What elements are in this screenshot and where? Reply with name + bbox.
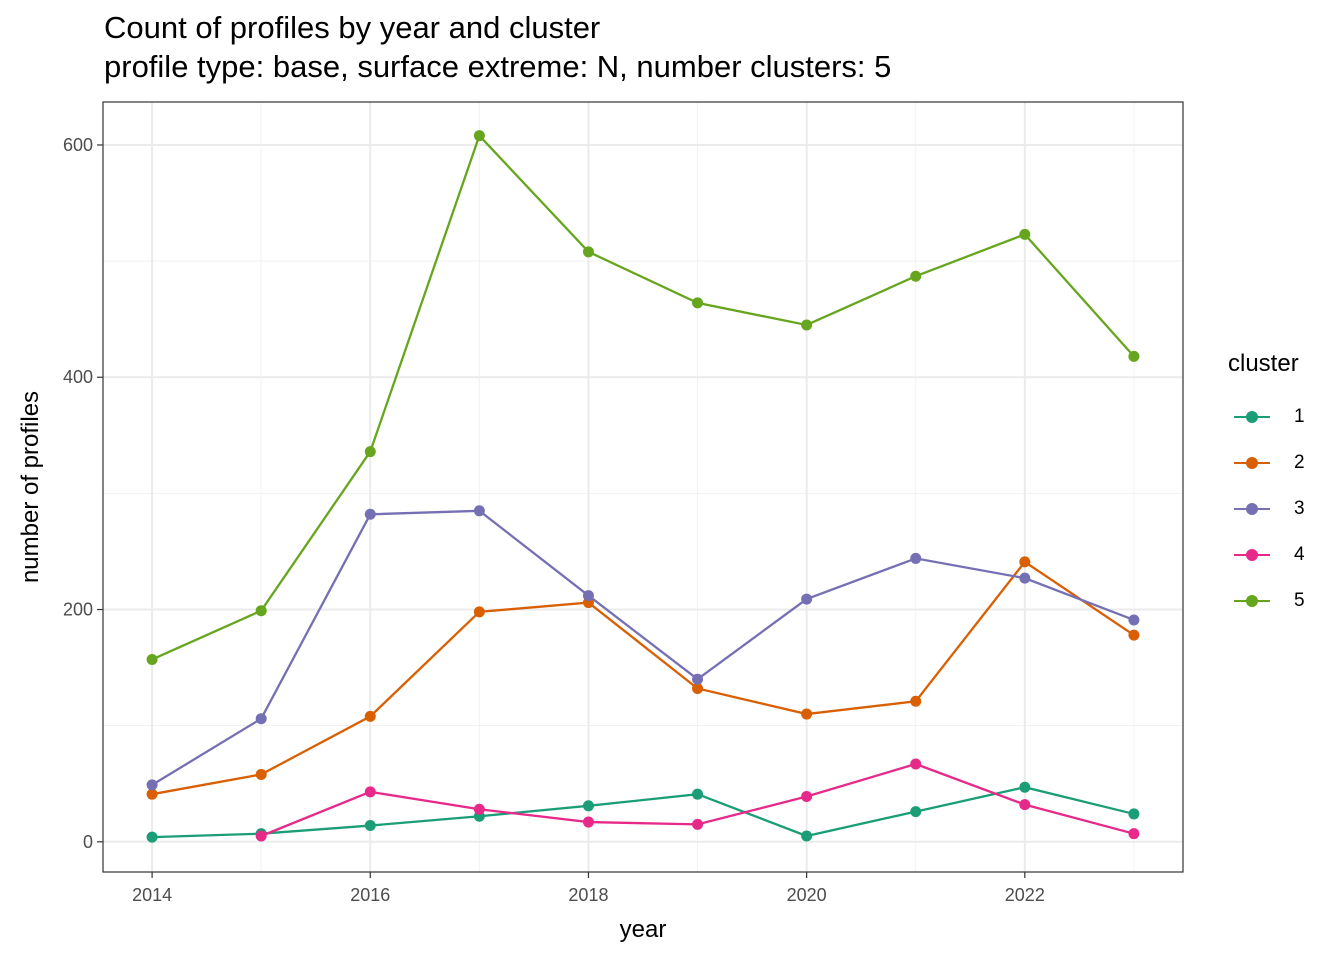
data-point <box>692 673 704 685</box>
y-axis-label: number of profiles <box>17 391 44 583</box>
data-point <box>1019 799 1031 811</box>
x-tick-label: 2016 <box>350 885 390 905</box>
data-point <box>146 788 158 800</box>
y-tick-label: 0 <box>83 832 93 852</box>
x-tick-label: 2022 <box>1005 885 1045 905</box>
data-point <box>692 683 704 695</box>
data-point <box>255 768 267 780</box>
series-cluster-5 <box>146 130 1140 665</box>
series-lines <box>146 130 1140 843</box>
y-tick-label: 200 <box>63 600 93 620</box>
data-point <box>364 446 376 458</box>
series-line-1 <box>152 786 1135 839</box>
series-cluster-3 <box>146 505 1140 791</box>
legend-label: 2 <box>1294 452 1305 473</box>
data-point <box>1128 350 1140 362</box>
data-point <box>146 653 158 665</box>
grid-lines <box>103 102 1183 872</box>
data-point <box>910 270 922 282</box>
data-point <box>1128 808 1140 820</box>
legend-label: 4 <box>1294 544 1305 565</box>
data-point <box>692 297 704 309</box>
legend-key-icon <box>1232 453 1272 473</box>
data-point <box>910 758 922 770</box>
legend-point-swatch <box>1246 549 1258 561</box>
axes: 0 200 400 600 2014 2016 2018 2020 2022 <box>63 135 1045 905</box>
data-point <box>146 831 158 843</box>
data-point <box>1128 629 1140 641</box>
chart-subtitle: profile type: base, surface extreme: N, … <box>104 49 892 84</box>
x-axis-label: year <box>620 916 667 943</box>
data-point <box>801 708 813 720</box>
data-point <box>692 818 704 830</box>
legend-point-swatch <box>1246 503 1258 515</box>
legend-title: cluster <box>1228 350 1299 377</box>
data-point <box>801 593 813 605</box>
data-point <box>1019 781 1031 793</box>
data-point <box>473 606 485 618</box>
legend-point-swatch <box>1246 595 1258 607</box>
legend-item-5: 5 <box>1228 578 1305 624</box>
data-point <box>473 505 485 517</box>
data-point <box>146 779 158 791</box>
legend-item-2: 2 <box>1228 440 1305 486</box>
series-line-5 <box>151 133 1135 661</box>
data-point <box>582 800 594 812</box>
data-point <box>801 791 813 803</box>
data-point <box>910 806 922 818</box>
series-cluster-4 <box>255 758 1140 842</box>
legend-label: 1 <box>1294 406 1305 427</box>
data-point <box>582 246 594 258</box>
data-point <box>255 605 267 617</box>
data-point <box>364 710 376 722</box>
y-tick-label: 600 <box>63 135 93 155</box>
data-point <box>255 830 267 842</box>
data-point <box>582 590 594 602</box>
series-cluster-2 <box>146 556 1140 800</box>
data-point <box>364 508 376 520</box>
data-point <box>1128 614 1140 626</box>
data-point <box>801 830 813 842</box>
legend-label: 5 <box>1294 590 1305 611</box>
data-point <box>801 319 813 331</box>
x-tick-label: 2014 <box>132 885 172 905</box>
data-point <box>1128 828 1140 840</box>
legend: cluster 1 2 3 4 5 <box>1228 350 1305 624</box>
series-line-3 <box>151 509 1135 786</box>
legend-key-icon <box>1232 545 1272 565</box>
legend-key-icon <box>1232 591 1272 611</box>
series-line-2 <box>151 560 1135 796</box>
data-point <box>1019 572 1031 584</box>
data-point <box>364 820 376 832</box>
x-tick-label: 2020 <box>787 885 827 905</box>
legend-item-1: 1 <box>1228 394 1305 440</box>
y-tick-label: 400 <box>63 367 93 387</box>
legend-item-4: 4 <box>1228 532 1305 578</box>
series-cluster-1 <box>146 781 1140 843</box>
data-point <box>473 130 485 142</box>
legend-key-icon <box>1232 499 1272 519</box>
chart-title: Count of profiles by year and cluster <box>104 10 601 45</box>
data-point <box>1019 556 1031 568</box>
data-point <box>255 713 267 725</box>
data-point <box>910 552 922 564</box>
data-point <box>1019 228 1031 240</box>
x-tick-label: 2018 <box>568 885 608 905</box>
legend-key-icon <box>1232 407 1272 427</box>
data-point <box>910 695 922 707</box>
data-point <box>364 786 376 798</box>
data-point <box>582 816 594 828</box>
data-point <box>473 803 485 815</box>
data-point <box>692 788 704 800</box>
legend-point-swatch <box>1246 411 1258 423</box>
legend-item-3: 3 <box>1228 486 1305 532</box>
legend-label: 3 <box>1294 498 1305 519</box>
plot-panel-border <box>102 101 1184 873</box>
legend-point-swatch <box>1246 457 1258 469</box>
